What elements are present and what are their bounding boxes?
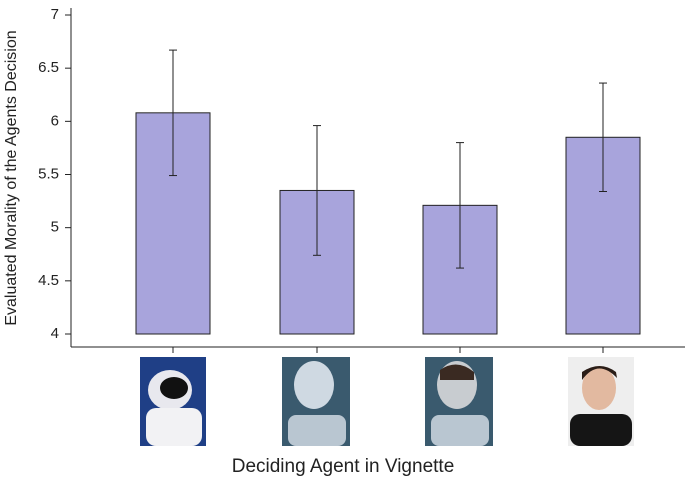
android-body: [288, 415, 346, 446]
y-tick-label: 5: [51, 219, 59, 236]
x-axis-label: Deciding Agent in Vignette: [232, 456, 455, 477]
robot-body: [146, 408, 202, 446]
y-tick-label: 4.5: [38, 272, 59, 289]
hybrid-hair: [440, 364, 474, 380]
y-tick-label: 7: [51, 6, 59, 23]
hybrid-body: [431, 415, 489, 446]
y-tick-label: 6.5: [38, 59, 59, 76]
y-tick-label: 5.5: [38, 165, 59, 182]
human-hair: [582, 366, 617, 380]
android-head: [294, 361, 334, 409]
y-tick-label: 6: [51, 112, 59, 129]
agent-images: [140, 357, 634, 446]
robot-visor: [160, 377, 188, 399]
y-axis-label: Evaluated Morality of the Agents Decisio…: [3, 30, 20, 325]
y-tick-label: 4: [51, 325, 59, 342]
human-head: [582, 366, 616, 410]
human-body: [570, 414, 632, 446]
